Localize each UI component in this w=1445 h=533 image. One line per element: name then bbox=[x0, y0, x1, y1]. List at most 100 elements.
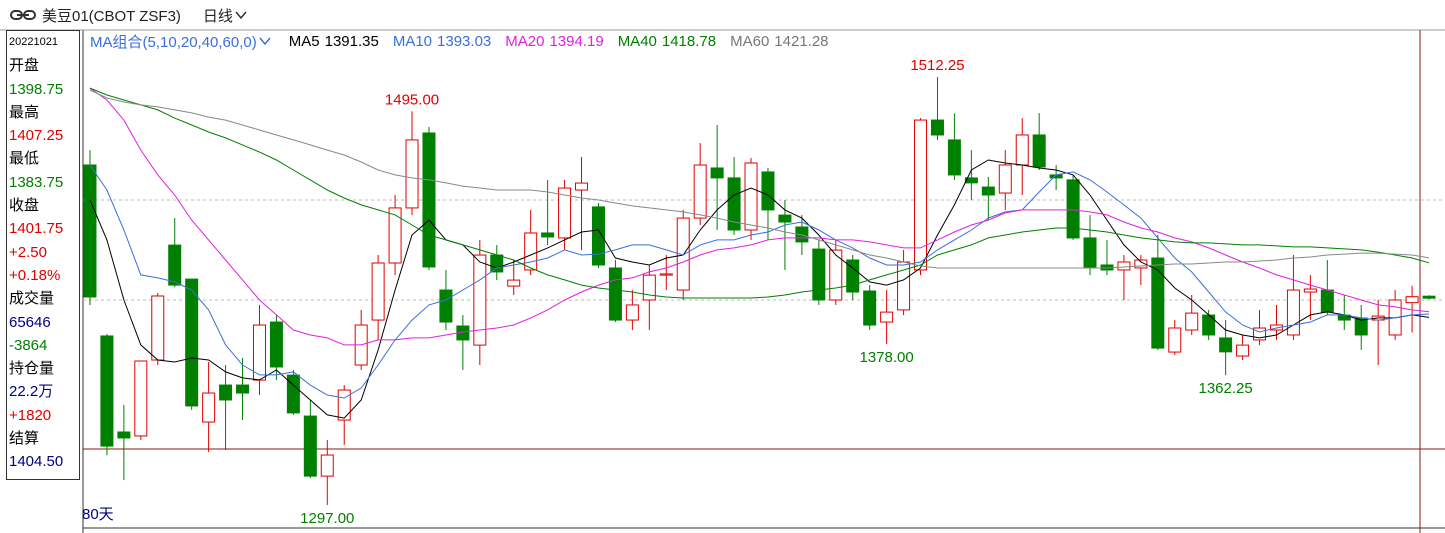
candle-body bbox=[761, 171, 775, 211]
candle-body bbox=[1253, 327, 1267, 341]
label: 收盘 bbox=[9, 197, 40, 215]
candle-body bbox=[286, 374, 300, 414]
candle-body bbox=[998, 164, 1012, 194]
ma-line bbox=[89, 164, 1430, 399]
open-value: 1398.75 bbox=[9, 80, 64, 98]
candle-body bbox=[117, 431, 131, 439]
legend-name: MA40 bbox=[617, 32, 657, 50]
dropdown-icon[interactable] bbox=[235, 10, 247, 20]
candle-body bbox=[439, 289, 453, 323]
candle-body bbox=[1219, 337, 1233, 353]
candle-body bbox=[303, 415, 317, 477]
change-pct: +0.18% bbox=[9, 266, 61, 284]
candle-body bbox=[100, 335, 114, 447]
period-selector[interactable]: 日线 bbox=[202, 7, 233, 25]
label: 最低 bbox=[9, 150, 40, 168]
date: 20221021 bbox=[9, 36, 58, 48]
candle-body bbox=[1422, 295, 1436, 299]
legend-entry[interactable]: MA10 1393.03 bbox=[393, 33, 491, 50]
legend-value: 1421.28 bbox=[774, 32, 829, 50]
candle-body bbox=[1117, 261, 1131, 271]
candle-body bbox=[676, 217, 690, 291]
candle-body bbox=[625, 304, 639, 321]
instrument-title: 美豆01(CBOT ZSF3) bbox=[42, 7, 181, 25]
candle-body bbox=[541, 232, 555, 238]
label: 持仓量 bbox=[9, 360, 55, 378]
ma-line bbox=[89, 89, 1430, 269]
extreme-label: 1297.00 bbox=[300, 510, 354, 527]
candle-body bbox=[829, 249, 843, 301]
candle-body bbox=[83, 164, 97, 298]
legend-value: 1418.78 bbox=[661, 32, 717, 50]
candle-body bbox=[947, 139, 961, 176]
candle-body bbox=[930, 119, 944, 136]
legend-name: MA10 bbox=[392, 32, 433, 50]
toolbar: 美豆01(CBOT ZSF3) 日线 bbox=[0, 0, 1445, 30]
candle-body bbox=[168, 244, 182, 286]
close-value: 1401.75 bbox=[9, 220, 64, 238]
extreme-label: 1378.00 bbox=[860, 349, 914, 366]
label: 结算 bbox=[9, 430, 40, 448]
legend-value: 1393.03 bbox=[437, 32, 492, 50]
volume-change: -3864 bbox=[9, 336, 48, 354]
high-value: 1407.25 bbox=[9, 127, 64, 145]
candle-body bbox=[1032, 134, 1046, 168]
candle-body bbox=[473, 254, 487, 346]
candle-body bbox=[1320, 289, 1334, 313]
volume: 65646 bbox=[9, 313, 51, 331]
label: 最高 bbox=[9, 103, 40, 121]
candle-body bbox=[219, 384, 233, 401]
candle-body bbox=[371, 262, 385, 321]
candle-body bbox=[744, 162, 758, 231]
legend-name: MA60 bbox=[730, 32, 770, 50]
settle: 1404.50 bbox=[9, 453, 64, 471]
label: 开盘 bbox=[9, 57, 40, 75]
candle-body bbox=[337, 389, 351, 421]
candle-body bbox=[642, 274, 656, 301]
candle-body bbox=[1185, 312, 1199, 331]
candle-body bbox=[320, 454, 334, 477]
candle-body bbox=[1236, 344, 1250, 357]
link-icon[interactable] bbox=[10, 8, 36, 22]
legend-value: 1391.35 bbox=[324, 32, 379, 50]
ma-line bbox=[89, 87, 1430, 346]
legend-title[interactable]: MA组合(5,10,20,40,60,0) bbox=[90, 33, 257, 51]
candle-body bbox=[1286, 289, 1300, 336]
candle-body bbox=[185, 278, 199, 407]
candle-body bbox=[981, 186, 995, 196]
candle-body bbox=[964, 177, 978, 184]
legend-entry[interactable]: MA20 1394.19 bbox=[505, 33, 603, 50]
candle-body bbox=[778, 214, 792, 223]
candle-body bbox=[236, 384, 250, 394]
extreme-label: 1512.25 bbox=[910, 57, 964, 74]
candle-body bbox=[659, 273, 673, 276]
candle-body bbox=[490, 254, 504, 273]
legend-entry[interactable]: MA40 1418.78 bbox=[618, 33, 716, 50]
dropdown-icon[interactable] bbox=[259, 36, 271, 46]
candle-body bbox=[151, 295, 165, 361]
legend: MA组合(5,10,20,40,60,0) MA5 1391.35 MA10 1393… bbox=[90, 31, 843, 51]
candle-body bbox=[1168, 327, 1182, 353]
oi-change: +1820 bbox=[9, 406, 52, 424]
legend-name: MA5 bbox=[288, 32, 320, 50]
candle-body bbox=[134, 360, 148, 437]
marks-layer: 1495.00 1512.25 1297.00 1378.00 1362.25 bbox=[83, 57, 1436, 527]
candle-body bbox=[914, 119, 928, 271]
candle-body bbox=[591, 206, 605, 266]
legend-entry[interactable]: MA5 1391.35 bbox=[289, 33, 379, 50]
legend-entry[interactable]: MA60 1421.28 bbox=[730, 33, 828, 50]
legend-name: MA20 bbox=[505, 32, 545, 50]
candle-body bbox=[575, 182, 589, 191]
candle-body bbox=[812, 248, 826, 301]
candle-body bbox=[252, 324, 266, 381]
candle-body bbox=[1405, 296, 1419, 304]
candle-body bbox=[693, 164, 707, 219]
candle-body bbox=[727, 177, 741, 231]
candle-body bbox=[710, 167, 724, 179]
candle-body bbox=[405, 139, 419, 209]
extreme-label: 1495.00 bbox=[385, 91, 439, 108]
candle-body bbox=[558, 187, 572, 239]
candle-body bbox=[269, 321, 283, 368]
change: +2.50 bbox=[9, 243, 47, 261]
